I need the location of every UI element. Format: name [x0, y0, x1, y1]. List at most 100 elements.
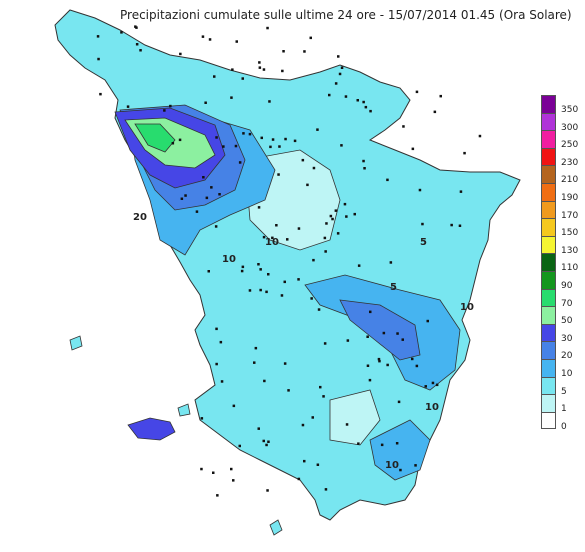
- station-dot: [248, 289, 252, 292]
- station-dot: [235, 40, 238, 43]
- station-dot: [230, 467, 233, 471]
- station-dot: [312, 166, 316, 170]
- legend-label: 210: [561, 175, 579, 186]
- station-dot: [232, 479, 235, 482]
- station-dot: [260, 136, 263, 140]
- station-dot: [212, 471, 215, 474]
- legend-swatch: [541, 112, 556, 131]
- island-giglio: [269, 519, 283, 536]
- station-dot: [214, 225, 218, 228]
- station-dot: [418, 188, 422, 192]
- legend-class: 5: [541, 376, 585, 397]
- legend-class: 130: [541, 235, 585, 256]
- station-dot: [435, 383, 439, 387]
- station-dot: [323, 236, 327, 240]
- station-dot: [301, 423, 305, 427]
- station-dot: [396, 332, 399, 335]
- station-dot: [265, 443, 268, 447]
- station-dot: [439, 94, 442, 98]
- station-dot: [395, 442, 399, 445]
- station-dot: [310, 297, 313, 300]
- legend-class: 20: [541, 341, 585, 361]
- precip-zone-1-5: [329, 389, 381, 446]
- station-dot: [306, 183, 309, 187]
- legend-class: 210: [541, 165, 585, 186]
- station-dot: [338, 72, 342, 76]
- legend-label: 130: [561, 245, 579, 256]
- legend-class: 300: [541, 112, 585, 133]
- station-dot: [399, 468, 402, 472]
- legend-swatch: [541, 394, 556, 412]
- station-dot: [262, 68, 266, 71]
- station-dot: [424, 385, 427, 388]
- station-dot: [254, 346, 258, 350]
- station-dot: [195, 210, 199, 213]
- station-dot: [271, 138, 275, 141]
- station-dot: [328, 93, 331, 97]
- station-dot: [377, 357, 381, 361]
- legend-swatch: [541, 358, 556, 377]
- station-dot: [241, 77, 244, 80]
- station-dot: [180, 197, 184, 200]
- station-dot: [345, 215, 348, 218]
- station-dot: [169, 104, 172, 108]
- legend-label: 5: [561, 386, 567, 397]
- station-dot: [346, 339, 350, 342]
- legend-class: 70: [541, 288, 585, 309]
- contour-label: 10: [385, 460, 399, 471]
- station-dot: [303, 50, 306, 53]
- station-dot: [389, 261, 393, 264]
- station-dot: [232, 404, 236, 408]
- station-dot: [426, 319, 429, 323]
- station-dot: [268, 100, 271, 103]
- legend-swatch: [541, 253, 556, 271]
- station-dot: [267, 440, 270, 443]
- contour-label: 10: [265, 237, 279, 248]
- station-dot: [402, 125, 405, 128]
- station-dot: [340, 66, 344, 69]
- legend-class: 110: [541, 253, 585, 273]
- station-dot: [478, 134, 482, 138]
- station-dot: [297, 278, 300, 281]
- contour-label: 10: [460, 302, 474, 313]
- station-dot: [259, 288, 262, 292]
- legend-swatch: [541, 341, 556, 359]
- station-dot: [238, 161, 242, 164]
- station-dot: [317, 308, 321, 311]
- station-dot: [293, 139, 297, 143]
- legend-swatch: [541, 306, 556, 324]
- station-dot: [323, 342, 327, 345]
- legend-label: 350: [561, 105, 579, 115]
- station-dot: [303, 459, 306, 463]
- station-dot: [184, 194, 187, 197]
- contour-label: 5: [390, 282, 397, 293]
- legend-swatch: [541, 288, 556, 307]
- station-dot: [463, 151, 466, 155]
- station-dot: [386, 178, 389, 182]
- station-dot: [311, 416, 314, 419]
- station-dot: [458, 224, 462, 227]
- station-dot: [397, 400, 401, 404]
- station-dot: [386, 363, 389, 367]
- station-markers: [96, 25, 482, 497]
- station-dot: [200, 417, 204, 420]
- station-dot: [382, 331, 386, 335]
- station-dot: [202, 176, 205, 179]
- station-dot: [238, 444, 241, 448]
- legend-swatch: [541, 165, 556, 183]
- legend-class: 50: [541, 306, 585, 326]
- legend-class: 30: [541, 323, 585, 344]
- station-dot: [316, 128, 319, 131]
- station-dot: [257, 263, 260, 266]
- legend-label: 170: [561, 210, 579, 221]
- precipitation-legend: 350 300 250 230 210 190 170 150 130 110 90 70 50 30 20…: [541, 95, 585, 432]
- station-dot: [208, 38, 212, 41]
- station-dot: [336, 232, 340, 235]
- station-dot: [231, 68, 234, 71]
- station-dot: [258, 61, 261, 64]
- precip-zone-20-30: [339, 299, 421, 361]
- region-outline: [54, 9, 521, 521]
- station-dot: [297, 227, 301, 230]
- legend-class: 170: [541, 200, 585, 221]
